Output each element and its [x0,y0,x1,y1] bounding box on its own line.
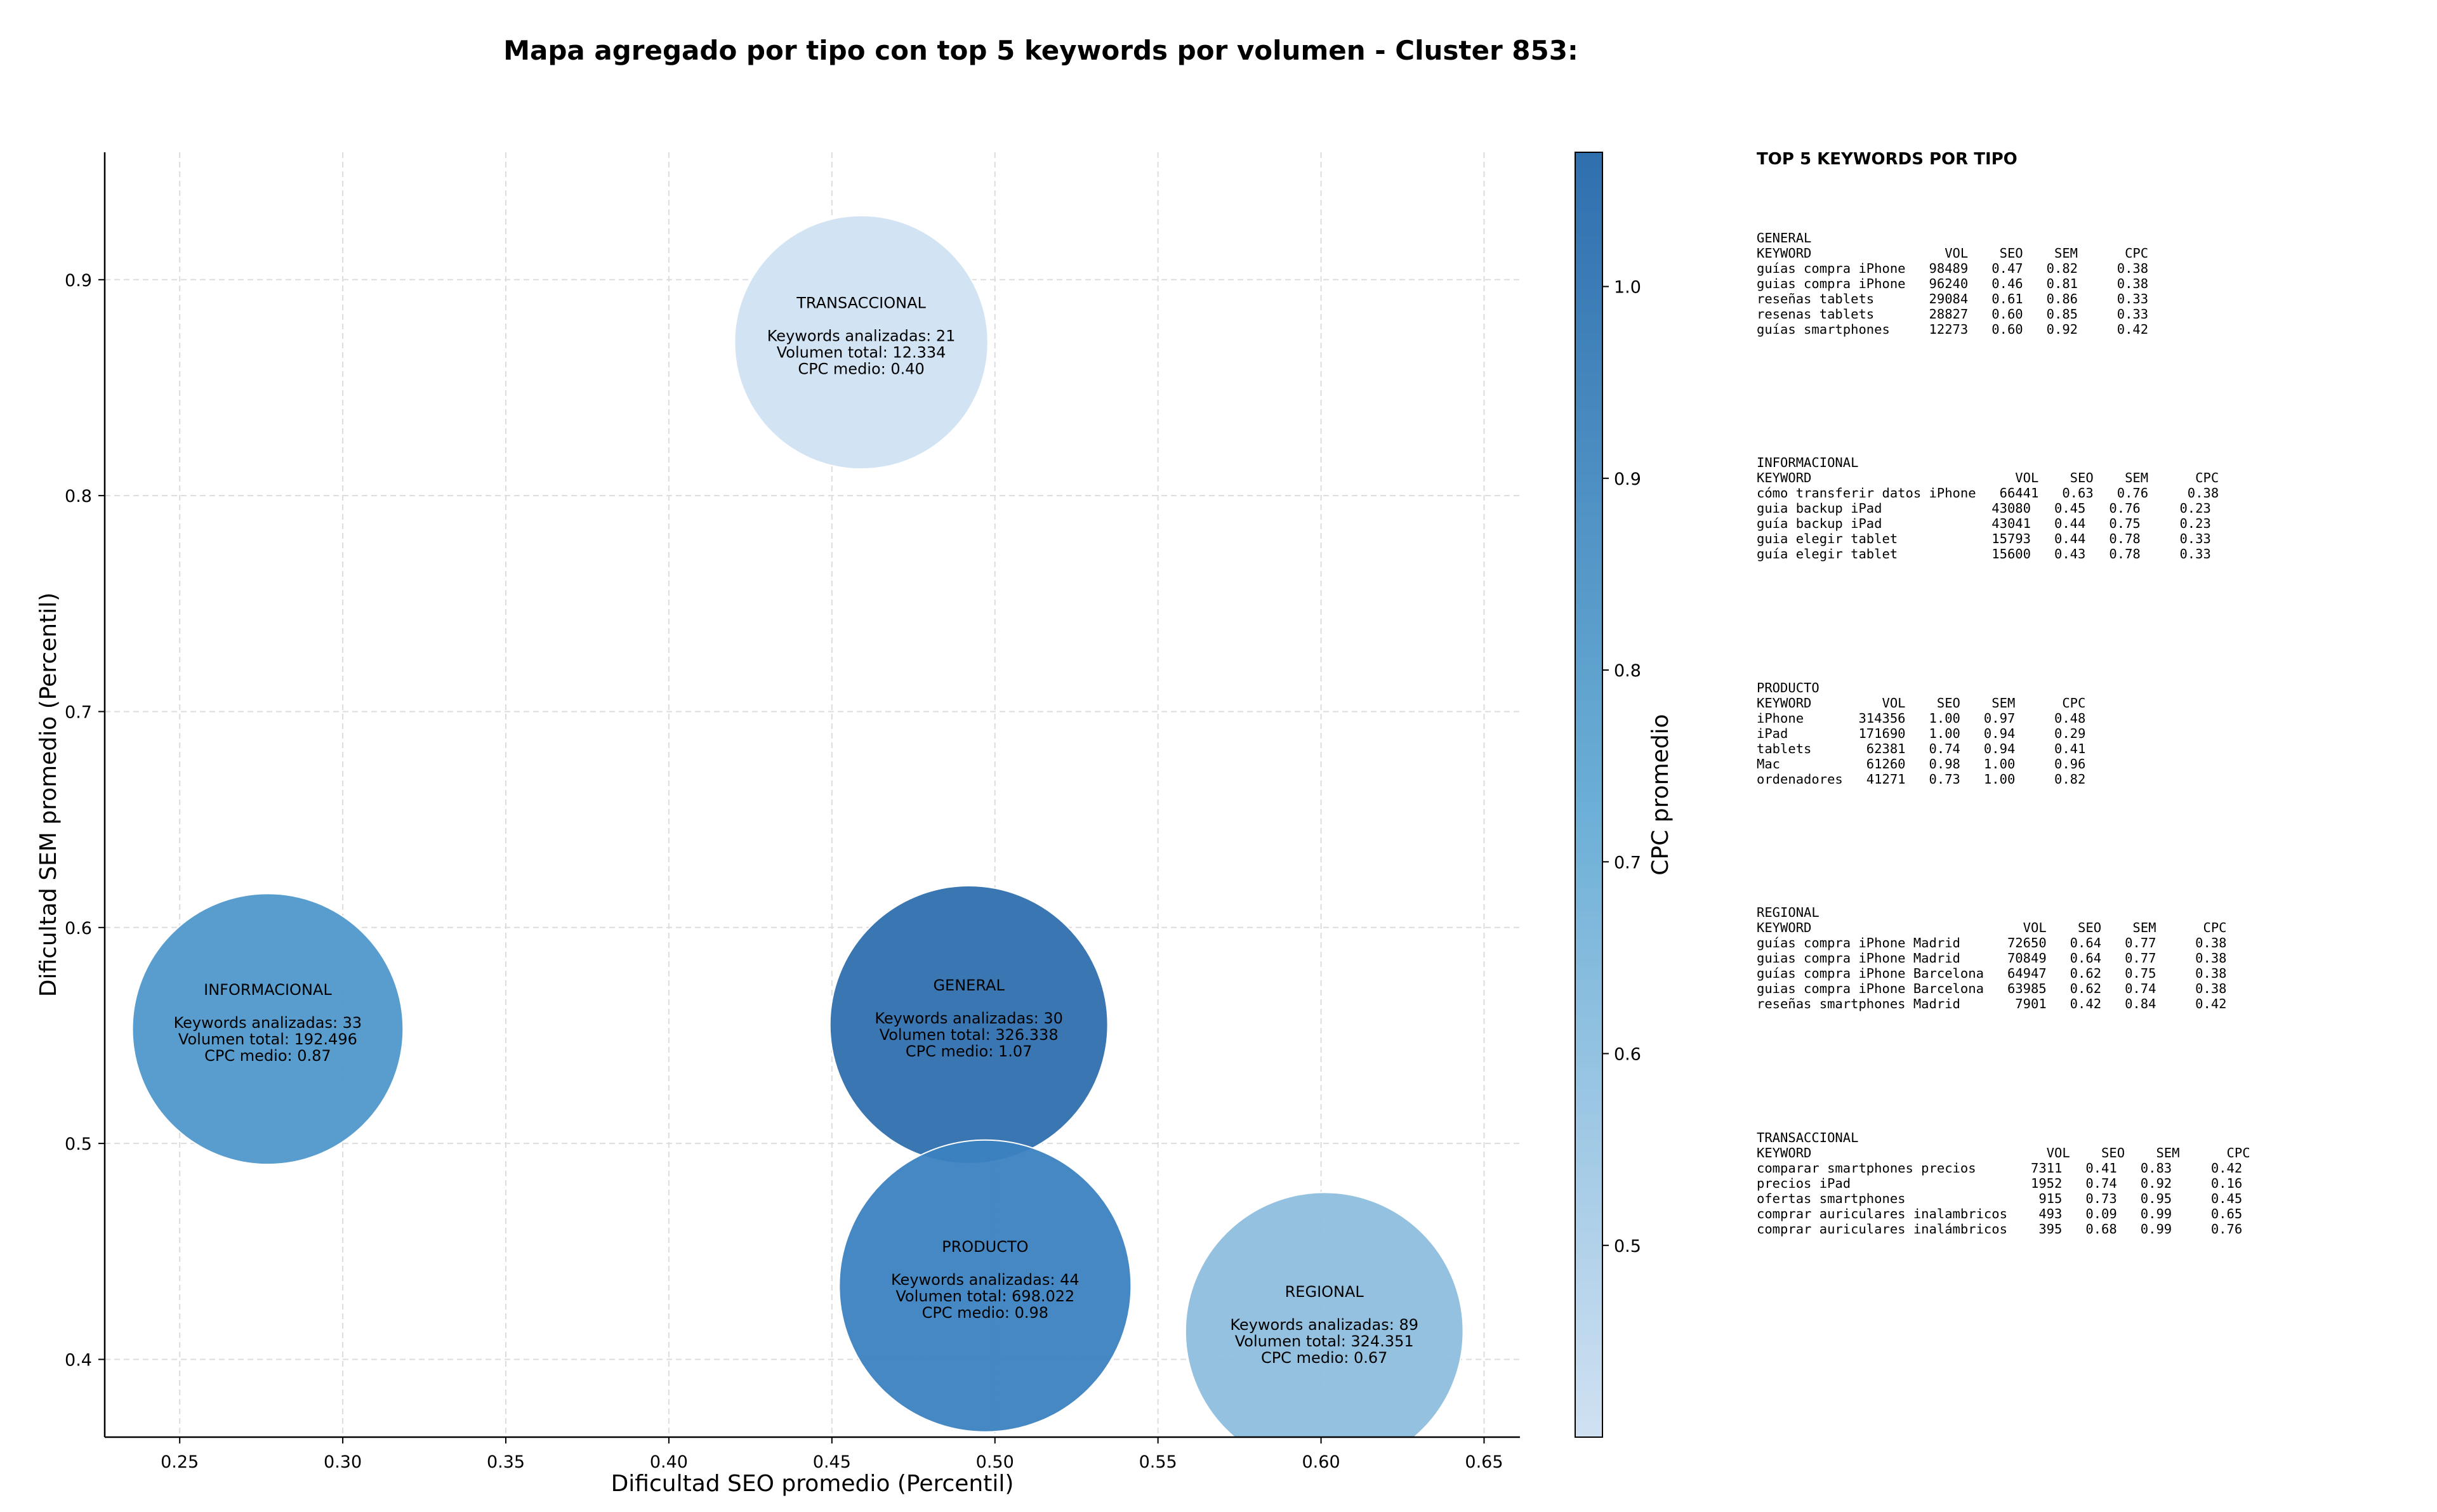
colorbar: 0.5 0.6 0.7 0.8 0.9 1.0 CPC promedio [1575,152,1674,1438]
x-tick-label: 0.30 [324,1452,362,1472]
table-header: KEYWORD VOL SEO SEM CPC [1757,470,2219,485]
bubble-volume: Volumen total: 324.351 [1235,1332,1414,1350]
table-row: reseñas smartphones Madrid 7901 0.42 0.8… [1757,996,2227,1011]
table-header: KEYWORD VOL SEO SEM CPC [1757,920,2227,935]
table-header: KEYWORD VOL SEO SEM CPC [1757,1145,2250,1160]
bubble-keywords-count: Keywords analizadas: 30 [875,1009,1063,1027]
keyword-table-regional: REGIONAL KEYWORD VOL SEO SEM CPC guías com… [1757,905,2227,1011]
x-tick-label: 0.60 [1302,1452,1340,1472]
top-keywords-panel: TOP 5 KEYWORDS POR TIPO GENERAL KEYWORD V… [1757,150,2429,1237]
bubble-label: REGIONAL [1285,1283,1364,1301]
table-row: guias compra iPhone Madrid 70849 0.64 0.… [1757,950,2227,966]
table-row: guías compra iPhone Madrid 72650 0.64 0.… [1757,935,2227,950]
axes-layer: 0.25 0.30 0.35 0.40 0.45 0.50 0.55 0.60 0.65 0.4 0… [36,152,1520,1497]
x-axis-label: Dificultad SEO promedio (Percentil) [611,1471,1014,1497]
keyword-table-producto: PRODUCTO KEYWORD VOL SEO SEM CPC iPhone 31… [1757,680,2085,787]
y-tick-label: 0.7 [65,702,92,722]
table-row: guías smartphones 12273 0.60 0.92 0.42 [1757,322,2149,337]
bubble-label: TRANSACCIONAL [796,294,926,312]
bubble-keywords-count: Keywords analizadas: 44 [891,1271,1080,1289]
keyword-table-general: GENERAL KEYWORD VOL SEO SEM CPC guías comp… [1757,230,2148,337]
colorbar-label: CPC promedio [1648,714,1674,875]
table-row: iPhone 314356 1.00 0.97 0.48 [1757,711,2086,726]
table-row: comparar smartphones precios 7311 0.41 0… [1757,1160,2243,1176]
table-row: guía backup iPad 43041 0.44 0.75 0.23 [1757,516,2211,531]
colorbar-tick-label: 0.9 [1614,470,1641,489]
table-row: comprar auriculares inalámbricos 395 0.6… [1757,1221,2243,1237]
bubble-volume: Volumen total: 192.496 [178,1030,357,1048]
bubble-informacional [131,893,404,1166]
table-row: guias compra iPhone 96240 0.46 0.81 0.38 [1757,276,2149,291]
x-tick-label: 0.50 [976,1452,1014,1472]
table-row: guia backup iPad 43080 0.45 0.76 0.23 [1757,501,2211,516]
bubble-keywords-count: Keywords analizadas: 89 [1230,1316,1418,1334]
colorbar-tick-label: 0.8 [1614,661,1641,681]
y-axis-label: Dificultad SEM promedio (Percentil) [36,593,62,997]
table-row: ordenadores 41271 0.73 1.00 0.82 [1757,772,2086,787]
bubble-cpc: CPC medio: 0.98 [922,1304,1049,1322]
y-tick-label: 0.9 [65,271,92,291]
table-row: ofertas smartphones 915 0.73 0.95 0.45 [1757,1191,2243,1206]
x-tick-label: 0.55 [1139,1452,1177,1472]
bubble-keywords-count: Keywords analizadas: 21 [767,327,956,345]
bubble-volume: Volumen total: 698.022 [895,1287,1074,1305]
table-header: KEYWORD VOL SEO SEM CPC [1757,695,2086,711]
y-tick-label: 0.8 [65,487,92,506]
bubble-cpc: CPC medio: 1.07 [906,1042,1033,1060]
table-row: precios iPad 1952 0.74 0.92 0.16 [1757,1176,2243,1191]
table-row: guía elegir tablet 15600 0.43 0.78 0.33 [1757,546,2211,562]
keyword-table-informacional: INFORMACIONAL KEYWORD VOL SEO SEM CPC cómo… [1757,455,2219,562]
bubble-regional [1184,1192,1464,1437]
bubble-keywords-count: Keywords analizadas: 33 [174,1014,362,1032]
table-title: TRANSACCIONAL [1757,1130,1859,1145]
x-tick-label: 0.65 [1465,1452,1503,1472]
y-tick-label: 0.5 [65,1134,92,1154]
bubble-cpc: CPC medio: 0.40 [798,360,925,378]
colorbar-tick-label: 1.0 [1614,278,1641,298]
table-row: guías compra iPhone Barcelona 64947 0.62… [1757,966,2227,981]
table-title: PRODUCTO [1757,680,1819,695]
table-row: iPad 171690 1.00 0.94 0.29 [1757,726,2086,741]
table-row: cómo transferir datos iPhone 66441 0.63 … [1757,485,2219,501]
table-row: resenas tablets 28827 0.60 0.85 0.33 [1757,306,2149,322]
bubble-transaccional [734,214,989,470]
table-header: KEYWORD VOL SEO SEM CPC [1757,246,2149,261]
table-title: GENERAL [1757,230,1812,246]
x-tick-label: 0.40 [650,1452,688,1472]
bubble-group [131,214,1464,1437]
table-row: guías compra iPhone 98489 0.47 0.82 0.38 [1757,261,2149,276]
panel-heading: TOP 5 KEYWORDS POR TIPO [1757,150,2018,169]
table-row: tablets 62381 0.74 0.94 0.41 [1757,741,2086,756]
colorbar-tick-label: 0.5 [1614,1237,1641,1256]
y-tick-label: 0.4 [65,1350,92,1370]
table-row: reseñas tablets 29084 0.61 0.86 0.33 [1757,291,2149,306]
bubble-volume: Volumen total: 326.338 [880,1026,1059,1044]
bubble-producto [838,1139,1132,1433]
bubble-cpc: CPC medio: 0.67 [1261,1349,1388,1367]
bubble-label: PRODUCTO [942,1238,1028,1256]
table-row: guias compra iPhone Barcelona 63985 0.62… [1757,981,2227,996]
table-title: REGIONAL [1757,905,1819,920]
keyword-table-transaccional: TRANSACCIONAL KEYWORD VOL SEO SEM CPC comp… [1757,1130,2250,1237]
colorbar-tick-label: 0.6 [1614,1045,1641,1065]
x-tick-label: 0.25 [161,1452,199,1472]
table-row: comprar auriculares inalambricos 493 0.0… [1757,1206,2243,1221]
table-row: guia elegir tablet 15793 0.44 0.78 0.33 [1757,531,2211,546]
table-row: Mac 61260 0.98 1.00 0.96 [1757,756,2086,772]
bubble-volume: Volumen total: 12.334 [777,343,946,361]
x-tick-label: 0.45 [813,1452,851,1472]
y-tick-label: 0.6 [65,919,92,938]
bubble-cpc: CPC medio: 0.87 [204,1047,331,1065]
colorbar-tick-label: 0.7 [1614,853,1641,872]
bubble-label: GENERAL [933,976,1005,994]
x-tick-label: 0.35 [487,1452,525,1472]
bubble-label: INFORMACIONAL [204,981,332,999]
table-title: INFORMACIONAL [1757,455,1859,470]
chart-title: Mapa agregado por tipo con top 5 keyword… [503,35,1578,66]
colorbar-scale [1575,152,1603,1438]
